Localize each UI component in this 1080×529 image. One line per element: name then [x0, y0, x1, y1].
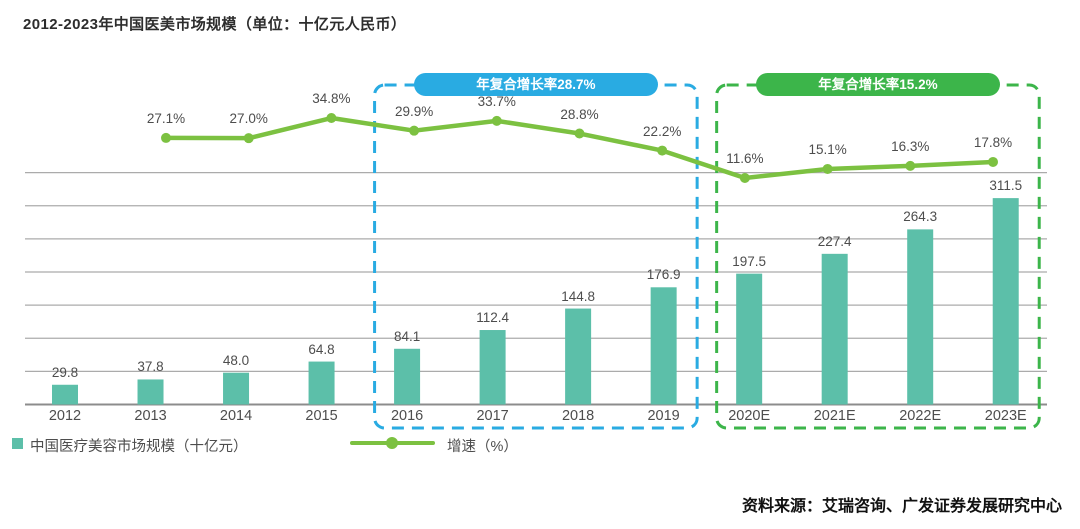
- x-axis-label-2014: 2014: [219, 408, 253, 424]
- growth-line-point: [905, 160, 916, 171]
- bar-series-legend-label: 中国医疗美容市场规模（十亿元）: [30, 439, 248, 455]
- bar-2021E: [821, 253, 848, 405]
- bar-value-label: 144.8: [561, 288, 596, 304]
- bar-value-label: 176.9: [646, 267, 681, 283]
- bar-value-label: 29.8: [51, 364, 79, 380]
- growth-line-point: [326, 113, 337, 124]
- bar-2014: [223, 372, 250, 405]
- growth-line-point: [409, 125, 420, 136]
- chart-title: 2012-2023年中国医美市场规模（单位：十亿元人民币）: [23, 16, 407, 33]
- growth-line-point: [161, 132, 171, 143]
- bar-2019: [650, 287, 677, 405]
- source-note: 资料来源：艾瑞咨询、广发证券发展研究中心: [741, 498, 1062, 515]
- growth-rate-label: 33.7%: [477, 93, 516, 109]
- x-axis-label-2019: 2019: [647, 408, 680, 424]
- growth-rate-label: 27.0%: [229, 111, 268, 127]
- line-series-legend-label: 增速（%）: [447, 439, 518, 455]
- line-series-legend-marker-icon: [386, 437, 398, 449]
- growth-line-point: [574, 128, 585, 139]
- growth-line-point: [739, 173, 750, 184]
- bar-value-label: 64.8: [308, 341, 335, 357]
- growth-rate-label: 15.1%: [808, 141, 847, 157]
- x-axis-label-2017: 2017: [476, 408, 509, 424]
- growth-rate-label: 16.3%: [891, 138, 930, 154]
- bar-value-label: 84.1: [393, 328, 421, 344]
- x-axis-label-2023E: 2023E: [984, 408, 1027, 424]
- growth-rate-label: 28.8%: [560, 106, 599, 122]
- bar-2020E: [736, 273, 763, 405]
- bar-value-label: 37.8: [137, 359, 164, 375]
- x-axis-label-2013: 2013: [134, 408, 167, 424]
- bar-2016: [394, 348, 421, 405]
- bar-2022E: [907, 229, 934, 405]
- growth-line-point: [988, 156, 998, 167]
- growth-line-point: [491, 115, 502, 126]
- x-axis-label-2016: 2016: [390, 408, 424, 424]
- bar-value-label: 48.0: [222, 352, 250, 368]
- bar-2015: [308, 361, 335, 405]
- x-axis-label-2021E: 2021E: [813, 408, 856, 424]
- growth-line-point: [657, 145, 668, 156]
- x-axis-label-2018: 2018: [561, 408, 595, 424]
- bar-value-label: 311.5: [989, 178, 1023, 194]
- growth-rate-label: 27.1%: [146, 110, 186, 126]
- growth-rate-label: 22.2%: [643, 123, 682, 139]
- bar-2013: [137, 379, 164, 405]
- bar-2018: [565, 308, 592, 405]
- cagr-badge-green: 年复合增长率15.2%: [755, 73, 1000, 96]
- x-axis-label-2012: 2012: [48, 408, 82, 424]
- bar-value-label: 264.3: [903, 209, 938, 225]
- x-axis-label-2015: 2015: [305, 408, 338, 424]
- x-axis-label-2022E: 2022E: [899, 408, 942, 424]
- growth-rate-label: 29.9%: [394, 103, 434, 119]
- bar-value-label: 112.4: [476, 310, 509, 326]
- cagr-badge-blue: 年复合增长率28.7%: [413, 73, 658, 96]
- growth-line: [163, 115, 996, 181]
- x-axis-label-2020E: 2020E: [728, 408, 771, 424]
- bar-value-label: 197.5: [732, 253, 767, 269]
- bar-value-label: 227.4: [817, 233, 852, 249]
- growth-rate-label: 11.6%: [726, 151, 764, 166]
- growth-line-point: [243, 133, 254, 144]
- bar-2023E: [992, 198, 1019, 405]
- growth-rate-label: 17.8%: [973, 134, 1013, 150]
- line-series-legend-swatch: [350, 437, 435, 449]
- growth-line-point: [822, 163, 833, 174]
- bar-2017: [479, 330, 506, 405]
- bar-series-legend-swatch: [12, 438, 23, 449]
- bar-2012: [52, 384, 78, 405]
- growth-rate-label: 34.8%: [312, 91, 351, 106]
